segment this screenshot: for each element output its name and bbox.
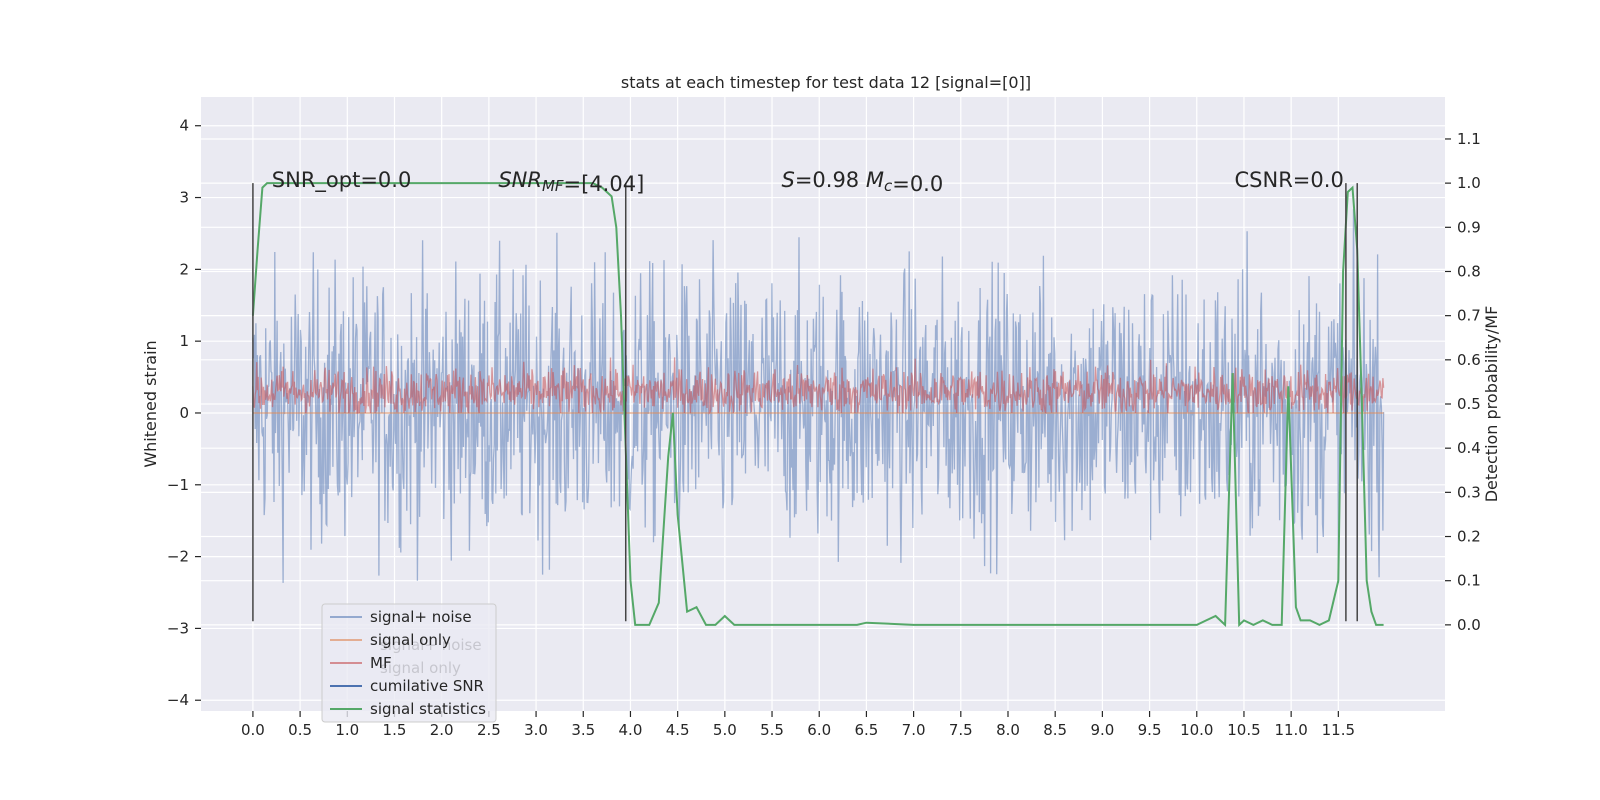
x-tick-label: 8.0 [996, 721, 1020, 739]
y-tick-label: −2 [167, 548, 189, 566]
y-tick-label: −4 [167, 691, 189, 709]
x-tick-label: 10.0 [1180, 721, 1213, 739]
x-tick-label: 5.0 [713, 721, 737, 739]
y2-tick-label: 0.1 [1457, 572, 1481, 590]
x-tick-label: 5.5 [760, 721, 784, 739]
annotation: SNR_opt=0.0 [272, 168, 412, 193]
annotation: S=0.98 Mc=0.0 [781, 168, 943, 196]
x-axis-ticks: 0.0 0.5 1.0 1.5 2.0 2.5 3.0 3.5 4.0 4.5 5.0 5.5 6.0 6… [241, 711, 1355, 739]
y2-tick-label: 0.4 [1457, 439, 1481, 457]
legend-label: signal only [370, 631, 451, 649]
y2-tick-label: 0.0 [1457, 616, 1481, 634]
y-tick-label: 0 [179, 404, 189, 422]
x-tick-label: 4.0 [619, 721, 643, 739]
series-signal-statistics [251, 182, 1384, 628]
y2-tick-label: 0.9 [1457, 218, 1481, 236]
y2-axis-ticks: 0.0 0.1 0.2 0.3 0.4 0.5 0.6 0.7 0.8 0.9 1.0 1.1 [1445, 130, 1481, 634]
y2-tick-label: 0.7 [1457, 307, 1481, 325]
legend-label: signal statistics [370, 700, 486, 718]
x-tick-label: 9.0 [1090, 721, 1114, 739]
x-tick-label: 1.5 [383, 721, 407, 739]
legend-ghost-label: signal only [380, 659, 461, 677]
x-tick-label: 9.5 [1138, 721, 1162, 739]
x-tick-label: 7.5 [949, 721, 973, 739]
y2-tick-label: 0.8 [1457, 262, 1481, 280]
x-tick-label: 2.5 [477, 721, 501, 739]
x-tick-label: 11.5 [1322, 721, 1355, 739]
x-tick-label: 7.0 [902, 721, 926, 739]
legend-box [321, 603, 497, 723]
annotation: SNRMF=[4.04] [498, 168, 644, 196]
x-tick-label: 4.5 [666, 721, 690, 739]
y-tick-label: 3 [179, 189, 189, 207]
series-layer [251, 182, 1385, 628]
y2-tick-label: 1.0 [1457, 174, 1481, 192]
legend-label: MF [370, 654, 392, 672]
x-tick-label: 3.5 [571, 721, 595, 739]
annotations: SNR_opt=0.0 SNRMF=[4.04] S=0.98 Mc=0.0 CSNR… [272, 168, 1344, 196]
annotation: CSNR=0.0 [1235, 168, 1344, 192]
y-axis-label: Whitened strain [141, 340, 160, 467]
y-tick-label: 4 [179, 117, 189, 135]
x-tick-label: 1.0 [335, 721, 359, 739]
x-tick-label: 8.5 [1043, 721, 1067, 739]
y-tick-label: −3 [167, 619, 189, 637]
y-tick-label: 1 [179, 332, 189, 350]
y2-axis-label: Detection probability/MF [1482, 306, 1501, 503]
x-tick-label: 6.0 [807, 721, 831, 739]
chart-title: stats at each timestep for test data 12 … [621, 73, 1031, 92]
legend-ghost-label: signal+ noise [380, 636, 482, 654]
y2-tick-label: 0.3 [1457, 483, 1481, 501]
y-axis-ticks: −4 −3 −2 −1 0 1 2 3 4 [167, 117, 201, 709]
vertical-markers [252, 183, 1358, 622]
series-mf [252, 357, 1385, 415]
x-tick-label: 6.5 [854, 721, 878, 739]
y-tick-label: −1 [167, 476, 189, 494]
x-tick-label: 3.0 [524, 721, 548, 739]
x-tick-label: 0.0 [241, 721, 265, 739]
y2-tick-label: 0.2 [1457, 528, 1481, 546]
y-tick-label: 2 [179, 260, 189, 278]
y2-tick-label: 0.6 [1457, 351, 1481, 369]
y2-tick-label: 0.5 [1457, 395, 1481, 413]
legend-label: signal+ noise [370, 608, 472, 626]
y2-tick-label: 1.1 [1457, 130, 1481, 148]
x-tick-label: 10.5 [1227, 721, 1260, 739]
legend-label: cumilative SNR [370, 677, 484, 695]
x-tick-label: 2.0 [430, 721, 454, 739]
x-tick-label: 11.0 [1274, 721, 1307, 739]
x-tick-label: 0.5 [288, 721, 312, 739]
